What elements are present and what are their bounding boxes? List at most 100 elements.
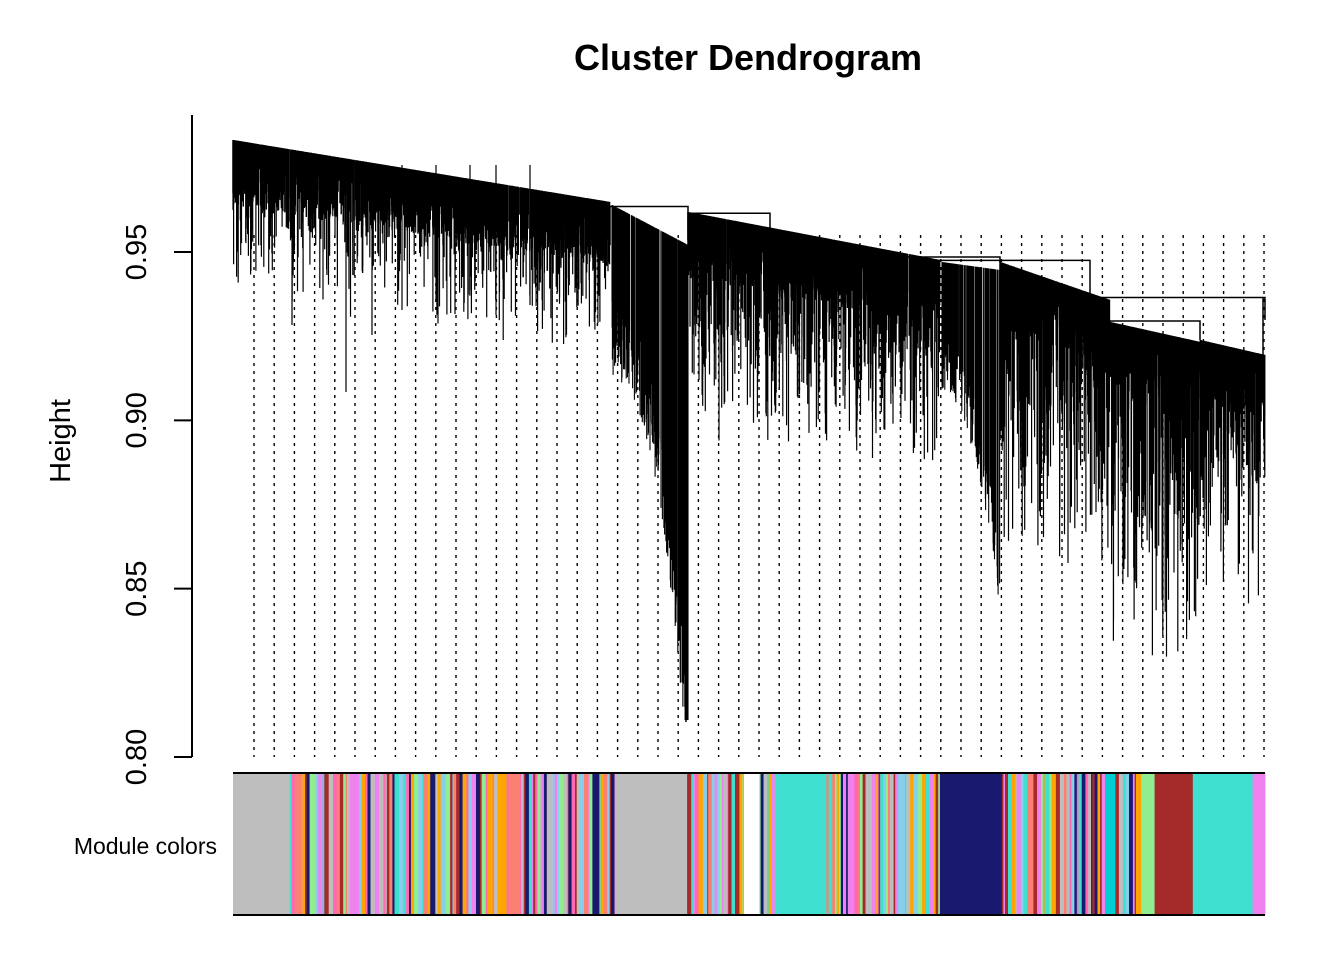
cluster-branches-right-core: [999, 262, 1111, 363]
module-stripe: [309, 773, 314, 915]
module-stripe: [406, 773, 410, 915]
chart-title: Cluster Dendrogram: [574, 37, 922, 78]
y-tick-label: 0.80: [121, 729, 153, 785]
module-stripe: [868, 773, 872, 915]
module-stripe: [933, 773, 936, 915]
module-stripe: [906, 773, 910, 915]
module-stripe: [403, 773, 407, 915]
module-stripe: [878, 773, 881, 915]
module-stripe: [468, 773, 473, 915]
module-stripe: [359, 773, 363, 915]
merge-bracket: [769, 256, 1001, 262]
module-stripe: [721, 773, 724, 915]
module-stripe: [839, 773, 842, 915]
module-stripe: [345, 773, 348, 915]
module-stripe: [883, 773, 887, 915]
y-tick-label: 0.85: [121, 560, 153, 616]
module-stripe: [1066, 773, 1070, 915]
module-stripe: [1055, 773, 1061, 915]
module-stripe: [445, 773, 451, 915]
module-stripe: [1042, 773, 1045, 915]
module-stripe: [506, 773, 509, 915]
module-stripe: [459, 773, 463, 915]
module-stripe: [1016, 773, 1021, 915]
module-stripe: [929, 773, 935, 915]
module-stripe: [376, 773, 380, 915]
module-stripe: [453, 773, 457, 915]
module-stripe: [719, 773, 722, 915]
module-stripe: [386, 773, 390, 915]
module-stripe: [414, 773, 419, 915]
module-block: [774, 773, 827, 915]
module-stripe: [362, 773, 366, 915]
cluster-branches-navy: [941, 262, 1001, 595]
module-stripe: [1091, 773, 1093, 915]
module-stripe: [938, 773, 940, 915]
module-stripe: [383, 773, 386, 915]
y-tick-label: 0.95: [121, 224, 153, 280]
module-stripe: [1068, 773, 1071, 915]
module-stripe: [1003, 773, 1006, 915]
module-stripe: [1005, 773, 1009, 915]
module-stripe: [444, 773, 446, 915]
module-stripe: [481, 773, 486, 915]
module-stripe: [728, 773, 731, 915]
module-stripe: [589, 773, 593, 915]
module-stripe: [392, 773, 395, 915]
module-stripe: [599, 773, 601, 915]
module-stripe: [687, 773, 692, 915]
module-stripe: [539, 773, 541, 915]
module-stripe: [557, 773, 560, 915]
module-stripe: [525, 773, 530, 915]
module-stripe: [435, 773, 438, 915]
module-stripe: [858, 773, 861, 915]
module-stripe: [910, 773, 914, 915]
module-stripe: [440, 773, 445, 915]
module-stripe: [535, 773, 538, 915]
module-stripe: [1094, 773, 1098, 915]
module-stripe: [846, 773, 849, 915]
module-stripe: [698, 773, 704, 915]
module-stripe: [693, 773, 696, 915]
module-stripe: [1085, 773, 1089, 915]
module-block: [1154, 773, 1194, 915]
module-stripe: [832, 773, 836, 915]
y-axis-label: Height: [45, 399, 77, 483]
module-stripe: [370, 773, 375, 915]
module-stripe: [1011, 773, 1016, 915]
module-stripe: [399, 773, 404, 915]
module-stripe: [765, 773, 768, 915]
module-stripe: [723, 773, 726, 915]
module-stripe: [503, 773, 507, 915]
module-stripe: [893, 773, 896, 915]
module-stripe: [576, 773, 581, 915]
module-stripe: [584, 773, 589, 915]
cluster-branches-turquoise-core: [1199, 340, 1266, 418]
module-stripe: [735, 773, 740, 915]
module-stripe: [289, 773, 293, 915]
module-stripe: [826, 773, 829, 915]
module-stripe: [389, 773, 393, 915]
module-stripe: [726, 773, 729, 915]
module-stripe: [1020, 773, 1024, 915]
module-stripe: [437, 773, 441, 915]
module-stripe: [836, 773, 840, 915]
merge-bracket: [687, 212, 771, 240]
module-stripe: [1076, 773, 1079, 915]
module-stripe: [1047, 773, 1050, 915]
module-stripe: [347, 773, 350, 915]
module-stripe: [1088, 773, 1092, 915]
module-stripe: [1044, 773, 1049, 915]
module-stripe: [480, 773, 482, 915]
module-stripe: [843, 773, 847, 915]
cluster-branches-left-core: [232, 140, 611, 266]
module-stripe: [840, 773, 844, 915]
module-stripe: [607, 773, 610, 915]
module-stripe: [433, 773, 436, 915]
module-stripe: [1081, 773, 1086, 915]
module-stripe: [876, 773, 879, 915]
module-stripe: [759, 773, 761, 915]
merge-bracket: [1109, 320, 1201, 340]
module-stripe: [361, 773, 364, 915]
